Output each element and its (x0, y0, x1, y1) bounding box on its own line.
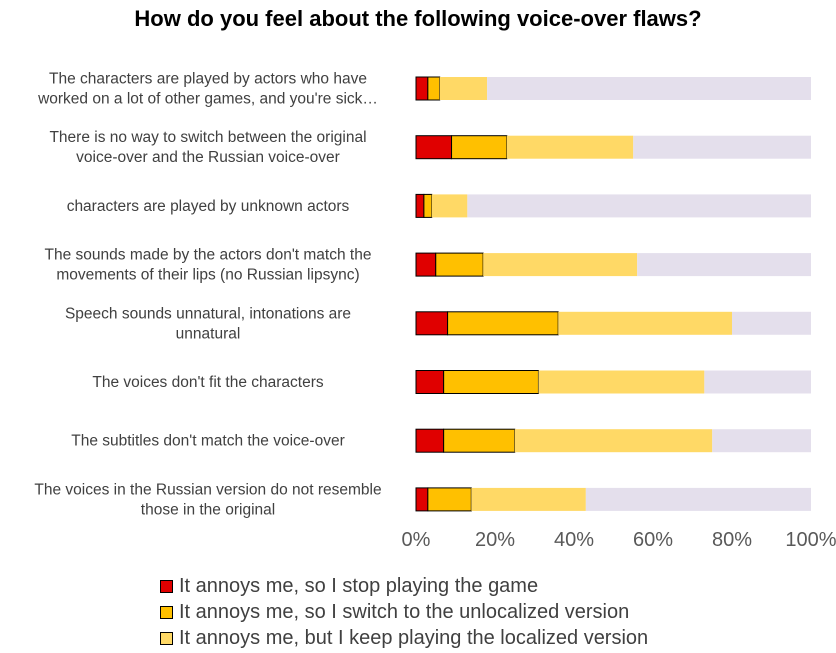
category-label-2: There is no way to switch between the or… (49, 129, 366, 166)
bar-segment-1-series-3 (439, 77, 488, 100)
legend-label-stop: It annoys me, so I stop playing the game (179, 574, 539, 597)
category-labels-group: The characters are played by actors who … (34, 71, 381, 519)
bar-segment-8-series-1 (415, 487, 429, 512)
category-label-5: Speech sounds unnatural, intonations are… (65, 305, 351, 342)
bar-segment-5-series-3 (558, 311, 732, 335)
x-tick-label-2: 20% (475, 529, 515, 551)
bar-segment-5-series-1 (415, 311, 449, 336)
bar-segment-6-series-3 (538, 370, 705, 394)
bar-segment-7-series-3 (514, 429, 713, 453)
x-tick-label-6: 100% (785, 529, 836, 551)
category-label-6: The voices don't fit the characters (92, 374, 324, 391)
bar-segment-2-series-4 (633, 135, 811, 159)
bar-segment-1-series-1 (415, 76, 429, 101)
bar-segment-1-series-2 (427, 76, 441, 101)
bar-segment-6-series-2 (443, 370, 539, 394)
category-label-8: The voices in the Russian version do not… (34, 481, 381, 518)
legend-label-switch: It annoys me, so I switch to the unlocal… (179, 600, 630, 623)
legend-item-keep: It annoys me, but I keep playing the loc… (160, 625, 648, 651)
legend-swatch-keep (160, 631, 173, 645)
bar-segment-4-series-3 (483, 253, 638, 277)
category-label-3: characters are played by unknown actors (67, 198, 350, 215)
bar-segment-8-series-3 (471, 487, 586, 511)
bars-group (415, 76, 811, 512)
category-label-1: The characters are played by actors who … (37, 71, 378, 108)
bar-segment-2-series-2 (451, 135, 508, 160)
bar-segment-4-series-4 (637, 253, 811, 277)
bar-segment-5-series-2 (447, 311, 559, 336)
bar-segment-3-series-1 (415, 193, 425, 218)
bar-segment-5-series-4 (732, 311, 811, 335)
legend-label-keep: It annoys me, but I keep playing the loc… (179, 626, 649, 649)
legend-swatch-switch (160, 605, 173, 619)
legend-swatch-stop (160, 579, 173, 593)
category-label-4: The sounds made by the actors don't matc… (45, 247, 372, 284)
x-tick-label-5: 80% (712, 529, 752, 551)
legend-item-stop: It annoys me, so I stop playing the game (160, 573, 648, 599)
bar-segment-4-series-1 (415, 252, 437, 277)
bar-segment-2-series-1 (415, 135, 453, 160)
x-tick-labels-group: 0% 20% 40% 60% 80% 100% (402, 529, 836, 551)
bar-segment-3-series-3 (431, 194, 468, 218)
x-tick-label-4: 60% (633, 529, 673, 551)
category-label-7: The subtitles don't match the voice-over (71, 433, 344, 450)
x-tick-label-3: 40% (554, 529, 594, 551)
bar-segment-3-series-2 (423, 193, 433, 218)
bar-segment-8-series-4 (585, 487, 811, 511)
x-tick-label-1: 0% (402, 529, 431, 551)
legend-item-switch: It annoys me, so I switch to the unlocal… (160, 599, 648, 625)
bar-segment-7-series-2 (443, 428, 516, 453)
bar-segment-2-series-3 (506, 135, 634, 159)
bar-segment-8-series-2 (427, 487, 472, 512)
chart-title: How do you feel about the following voic… (134, 6, 702, 31)
bar-segment-4-series-2 (435, 252, 484, 277)
bar-segment-6-series-1 (415, 370, 445, 394)
bar-segment-7-series-1 (415, 428, 445, 453)
legend: It annoys me, so I stop playing the game… (160, 573, 648, 651)
bar-segment-6-series-4 (704, 370, 811, 394)
bar-segment-1-series-4 (487, 77, 811, 100)
bar-segment-7-series-4 (712, 429, 811, 453)
bar-segment-3-series-4 (467, 194, 811, 218)
